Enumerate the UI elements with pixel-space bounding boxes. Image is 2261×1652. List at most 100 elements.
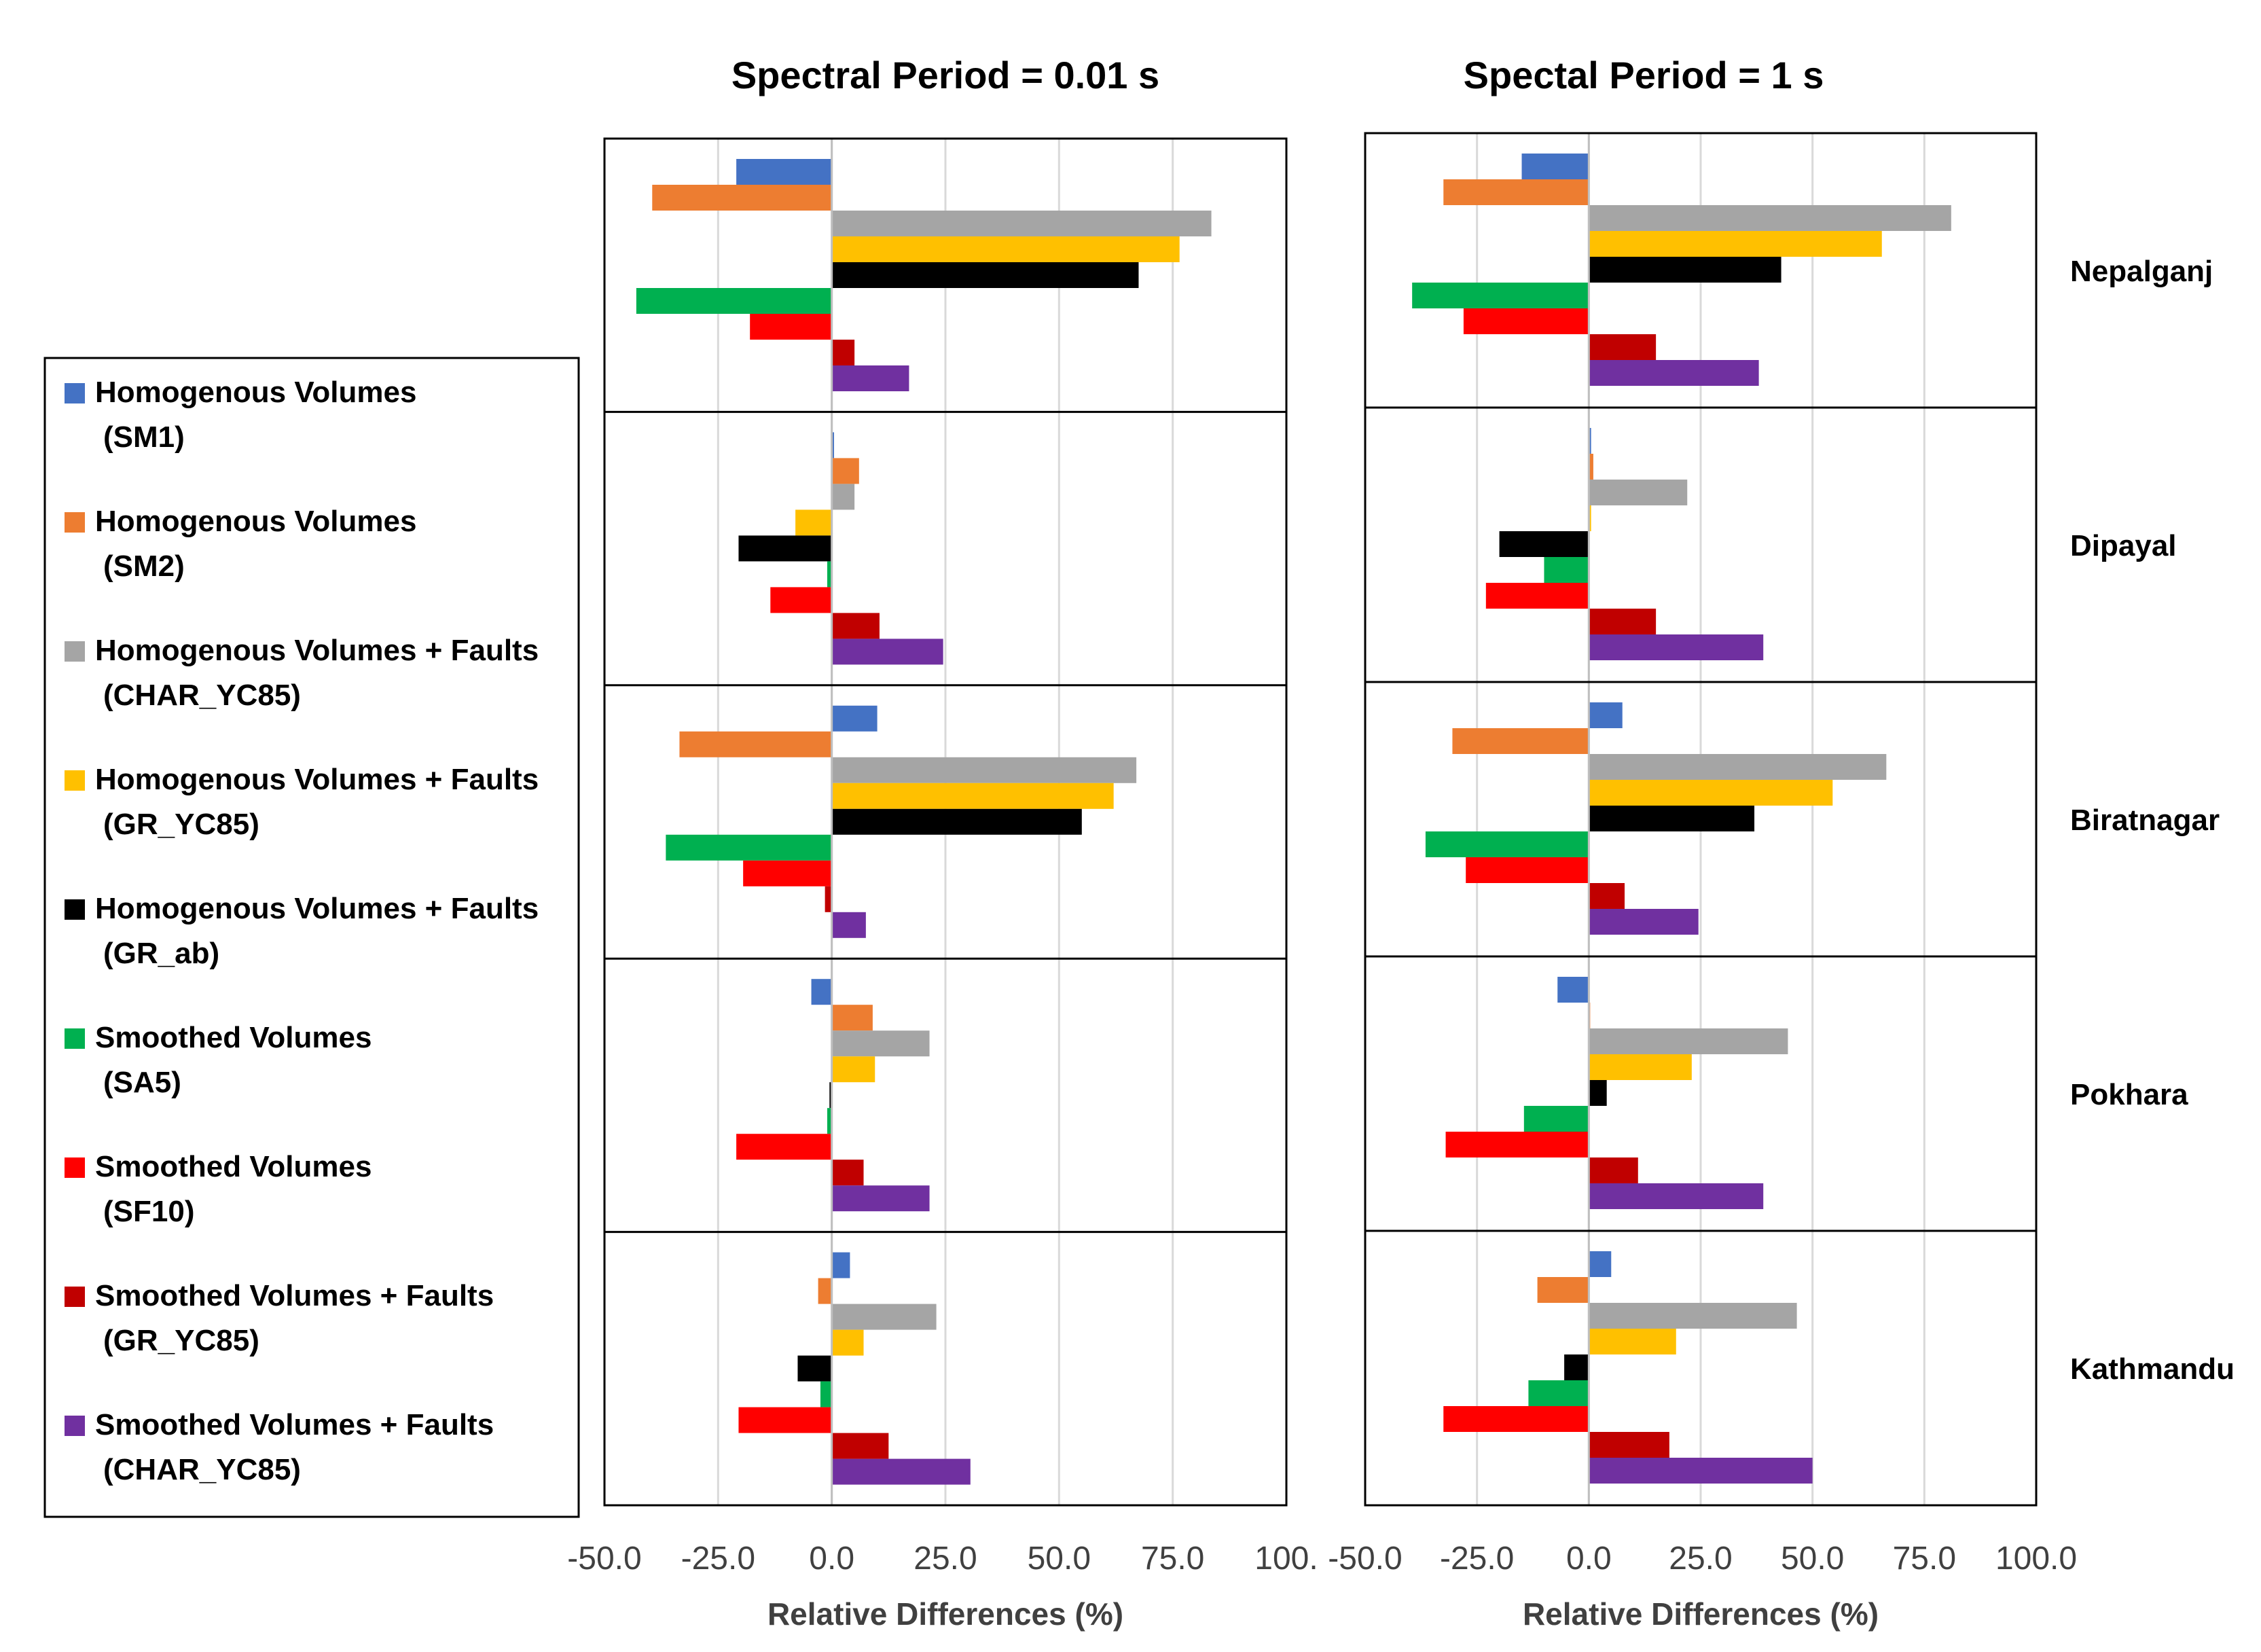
legend-label: Homogenous Volumes + Faults <box>95 763 539 796</box>
legend-label-sub: (SF10) <box>103 1195 194 1228</box>
bar <box>827 561 832 588</box>
chart-title: Spectal Period = 1 s <box>1464 54 1824 96</box>
x-tick-label: 25.0 <box>914 1541 977 1577</box>
bar <box>831 1329 864 1356</box>
plot-frame <box>1364 132 2038 1507</box>
bar <box>820 1381 832 1407</box>
bar <box>831 757 1137 783</box>
x-tick-label: 75.0 <box>1893 1541 1956 1577</box>
legend-label: Homogenous Volumes + Faults <box>95 892 539 925</box>
category-label: Biratnagar <box>2070 804 2220 837</box>
category-label: Nepalganj <box>2070 255 2213 288</box>
bar <box>1589 780 1833 806</box>
bar <box>831 1030 930 1057</box>
x-tick-label: 25.0 <box>1669 1541 1732 1577</box>
x-tick-label: 0.0 <box>809 1541 854 1577</box>
bar <box>1589 480 1688 505</box>
bar <box>736 159 832 185</box>
bar <box>1589 609 1657 634</box>
bar <box>1589 1054 1692 1080</box>
bar <box>1589 1157 1638 1183</box>
bar <box>831 262 1139 288</box>
legend-swatch <box>65 1287 85 1307</box>
legend-swatch <box>65 899 85 920</box>
bar <box>1499 531 1589 557</box>
bar <box>795 509 832 536</box>
x-tick-label: 50.0 <box>1028 1541 1091 1577</box>
legend-swatch <box>65 383 85 403</box>
bar <box>1589 334 1657 360</box>
bar <box>1589 702 1623 728</box>
x-tick-label: -50.0 <box>567 1541 641 1577</box>
bar <box>1521 154 1589 179</box>
x-tick-label: 100.0 <box>1995 1541 2077 1577</box>
x-tick-label: 75.0 <box>1141 1541 1204 1577</box>
bar <box>1452 728 1589 754</box>
legend-swatch <box>65 512 85 533</box>
x-axis-label: Relative Differences (%) <box>1523 1596 1879 1632</box>
bar <box>1443 179 1589 205</box>
bar <box>1589 428 1591 454</box>
legend-swatch <box>65 1416 85 1436</box>
bar <box>750 314 832 340</box>
bar <box>666 834 832 861</box>
bar <box>1412 283 1589 308</box>
bar <box>738 535 832 562</box>
bar <box>679 731 832 757</box>
legend-swatch <box>65 641 85 662</box>
bar <box>636 288 832 314</box>
x-tick-label: -25.0 <box>1440 1541 1514 1577</box>
bar <box>1589 1329 1676 1354</box>
legend-label: Homogenous Volumes <box>95 505 416 538</box>
bar <box>1589 1251 1612 1277</box>
bar <box>1589 1432 1669 1458</box>
legend-label-sub: (CHAR_YC85) <box>103 1453 301 1486</box>
legend-label: Homogenous Volumes + Faults <box>95 634 539 667</box>
bar <box>831 365 909 391</box>
bar <box>831 236 1180 262</box>
plot-frame <box>603 137 1288 1507</box>
legend-label: Homogenous Volumes <box>95 376 416 409</box>
bar <box>1589 360 1759 386</box>
bar <box>1589 754 1887 780</box>
bar <box>831 783 1114 809</box>
bar <box>1463 308 1589 334</box>
bar <box>1589 454 1593 480</box>
category-label: Pokhara <box>2070 1078 2188 1111</box>
bar <box>1589 505 1591 531</box>
bar <box>1589 1303 1797 1329</box>
legend-swatch <box>65 770 85 791</box>
legend-label: Smoothed Volumes + Faults <box>95 1279 494 1312</box>
legend-label-sub: (SA5) <box>103 1066 181 1099</box>
legend-label: Smoothed Volumes <box>95 1150 372 1183</box>
x-tick-label: 50.0 <box>1781 1541 1844 1577</box>
bar <box>652 185 832 211</box>
bar <box>1589 1028 1788 1054</box>
bar <box>825 886 832 912</box>
bar <box>831 639 943 665</box>
legend-label-sub: (GR_YC85) <box>103 808 259 841</box>
bar <box>1523 1106 1589 1132</box>
bar <box>831 211 1212 236</box>
legend-label: Smoothed Volumes <box>95 1021 372 1054</box>
legend-box <box>43 357 580 1518</box>
bar <box>736 1134 832 1160</box>
bar <box>1589 1183 1764 1209</box>
x-axis-label: Relative Differences (%) <box>767 1596 1123 1632</box>
x-tick-label: -50.0 <box>1328 1541 1402 1577</box>
legend-label-sub: (SM2) <box>103 550 185 583</box>
bar <box>1445 1132 1589 1157</box>
bar <box>831 340 855 365</box>
bar <box>1557 977 1589 1003</box>
bar <box>831 1185 930 1212</box>
legend-label: Smoothed Volumes + Faults <box>95 1408 494 1441</box>
x-tick-label: -25.0 <box>681 1541 755 1577</box>
bar <box>1589 205 1951 231</box>
bar <box>1528 1380 1589 1406</box>
bar <box>1485 583 1589 609</box>
bar <box>818 1278 832 1304</box>
bar <box>1564 1354 1589 1380</box>
bar <box>1589 1080 1607 1106</box>
bar <box>827 1108 832 1134</box>
